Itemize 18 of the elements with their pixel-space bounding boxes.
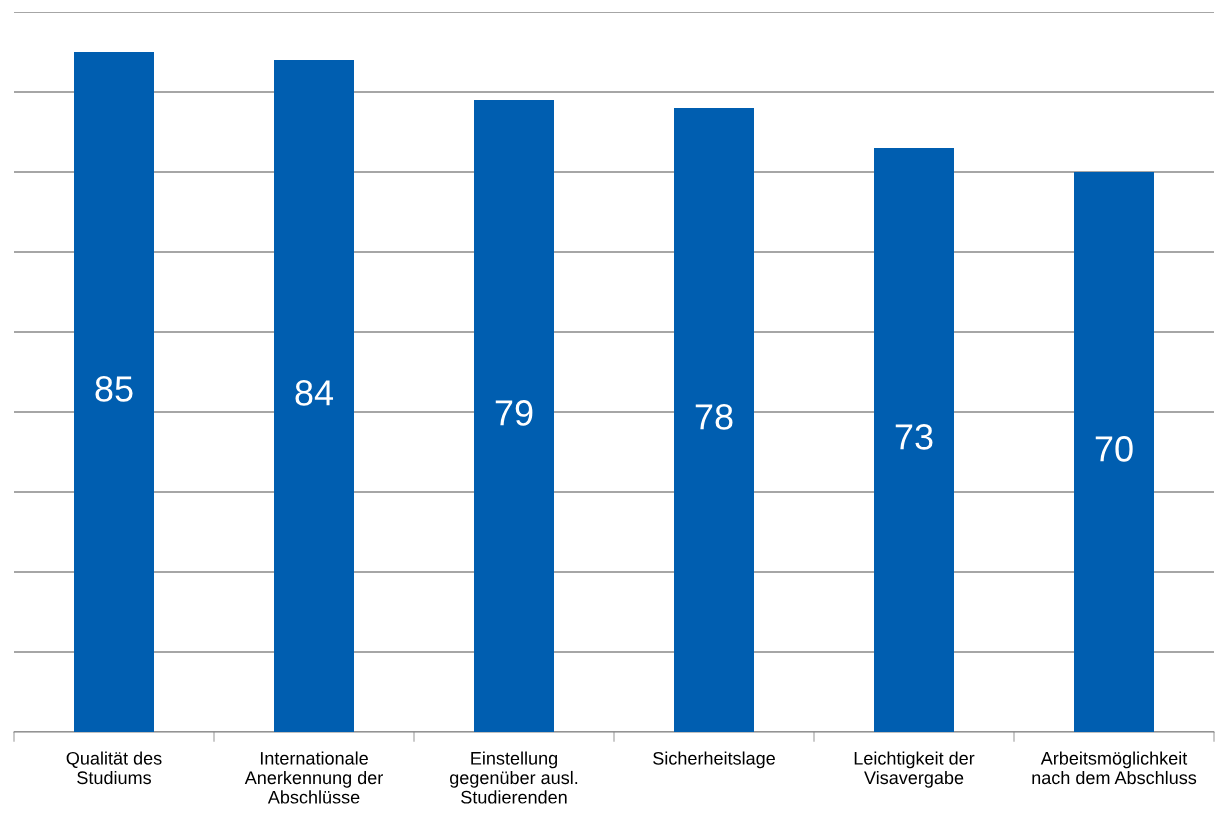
data-label: 73 (895, 424, 933, 450)
x-tick-label: Leichtigkeit der Visavergabe (854, 751, 975, 788)
data-label: 79 (495, 400, 533, 426)
data-label: 85 (95, 376, 133, 402)
x-tick-label: Arbeitsmöglichkeit nach dem Abschluss (1032, 751, 1197, 785)
x-tick-label: Sicherheitslage (653, 751, 775, 769)
x-tick-label: Einstellung gegenüber ausl. Studierenden (450, 751, 578, 804)
bar (674, 108, 754, 732)
x-tick-label: Qualität des Studiums (66, 751, 162, 785)
bar (874, 148, 954, 732)
bar (474, 100, 554, 732)
x-tick-label: Internationale Anerkennung der Abschlüsse (244, 751, 383, 804)
data-label: 70 (1095, 436, 1133, 462)
data-label: 78 (695, 404, 733, 430)
bar (74, 52, 154, 732)
data-label: 84 (295, 380, 334, 406)
bar (1074, 172, 1154, 732)
bar (274, 60, 354, 732)
